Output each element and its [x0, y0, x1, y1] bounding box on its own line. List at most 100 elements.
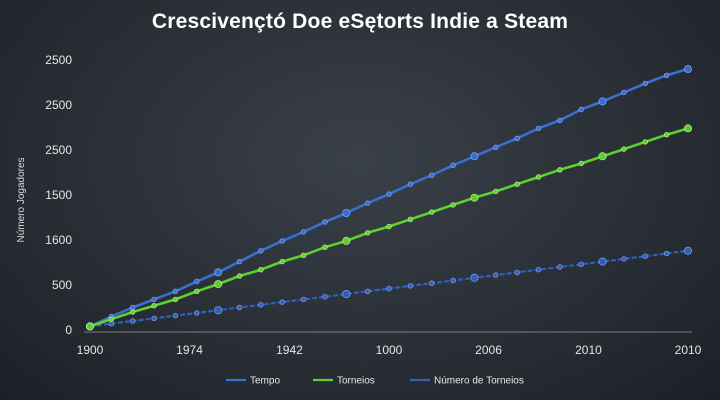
data-point [535, 267, 542, 273]
data-point [194, 278, 200, 285]
data-point [684, 124, 693, 133]
data-point [578, 160, 584, 167]
data-point [130, 304, 136, 311]
data-point [557, 117, 563, 123]
data-point [151, 303, 157, 309]
x-tick-label: 1900 [77, 343, 104, 357]
y-tick-label: 500 [52, 278, 72, 292]
data-point [214, 280, 223, 289]
data-point [429, 172, 435, 178]
data-point [493, 272, 499, 278]
data-point [279, 238, 285, 244]
data-point [470, 152, 479, 161]
y-tick-label: 1500 [45, 188, 72, 202]
data-point [621, 89, 627, 96]
data-point [621, 146, 627, 152]
data-point [172, 296, 179, 303]
data-point [663, 250, 670, 257]
data-point [642, 139, 648, 145]
data-point [407, 181, 414, 187]
data-point [642, 80, 648, 87]
series-tempo [86, 65, 693, 331]
data-point [386, 285, 392, 292]
x-tick-label: 2010 [675, 343, 702, 357]
data-point [364, 288, 371, 294]
y-tick-label: 1600 [45, 233, 72, 247]
data-point [598, 97, 607, 106]
data-point [407, 283, 414, 289]
data-point [214, 268, 223, 277]
data-point [450, 277, 456, 284]
data-point [322, 244, 328, 250]
data-point [236, 304, 243, 311]
data-point [470, 273, 479, 282]
data-point [514, 181, 520, 187]
series-torneios [86, 124, 693, 331]
data-point [493, 188, 499, 195]
data-point [130, 318, 136, 324]
data-point [535, 125, 542, 132]
data-point [300, 252, 307, 258]
data-point [429, 209, 435, 215]
x-tick-label: 2010 [575, 343, 602, 357]
legend-item: Número de Torneios [410, 376, 524, 387]
data-point [108, 316, 115, 322]
data-point [300, 296, 307, 303]
y-tick-label: 2500 [45, 143, 72, 157]
data-point [386, 191, 392, 197]
data-point [279, 258, 285, 265]
data-point [407, 216, 414, 222]
data-point [322, 294, 328, 300]
legend-item: Torneios [313, 376, 375, 387]
y-axis-label: Número Jogadores [16, 157, 27, 242]
data-point [342, 289, 351, 298]
data-point [557, 264, 563, 270]
chart-series [86, 65, 693, 331]
y-tick-label: 2500 [45, 53, 72, 67]
data-point [364, 230, 371, 236]
data-point [684, 246, 693, 255]
data-point [236, 258, 243, 265]
data-point [151, 315, 157, 321]
data-point [450, 202, 456, 208]
data-point [300, 229, 307, 235]
data-point [364, 200, 371, 206]
chart-legend: Tempo Torneios Número de Torneios [226, 376, 524, 387]
series-n-mero-de-torneios [86, 246, 693, 331]
data-point [322, 219, 328, 225]
data-point [557, 167, 563, 173]
x-tick-label: 1974 [176, 343, 203, 357]
data-point [493, 144, 499, 150]
data-point [450, 162, 456, 168]
data-point [258, 267, 264, 273]
data-point [236, 273, 243, 279]
chart-title: Crescivençtó Doe eSętorts Indie a Steam [151, 10, 569, 33]
data-point [386, 223, 392, 230]
x-tick-label: 1942 [276, 343, 303, 357]
data-point [172, 288, 179, 294]
data-point [258, 248, 264, 254]
data-point [194, 310, 200, 316]
data-point [258, 302, 264, 308]
data-point [514, 269, 520, 276]
data-point [535, 174, 542, 180]
data-point [194, 288, 200, 294]
data-point [342, 236, 351, 245]
data-point [598, 152, 607, 161]
legend-item: Tempo [226, 376, 280, 387]
data-point [684, 65, 693, 74]
data-point [663, 72, 670, 78]
data-point [578, 106, 584, 113]
data-point [214, 306, 223, 315]
x-tick-label: 1000 [376, 343, 403, 357]
legend-label: Tempo [250, 376, 280, 387]
data-point [279, 299, 285, 305]
legend-label: Torneios [337, 376, 375, 387]
y-tick-label: 0 [65, 323, 72, 337]
data-point [663, 131, 670, 138]
data-point [598, 257, 607, 266]
data-point [621, 256, 627, 262]
y-tick-label: 2500 [45, 98, 72, 112]
data-point [578, 261, 584, 267]
